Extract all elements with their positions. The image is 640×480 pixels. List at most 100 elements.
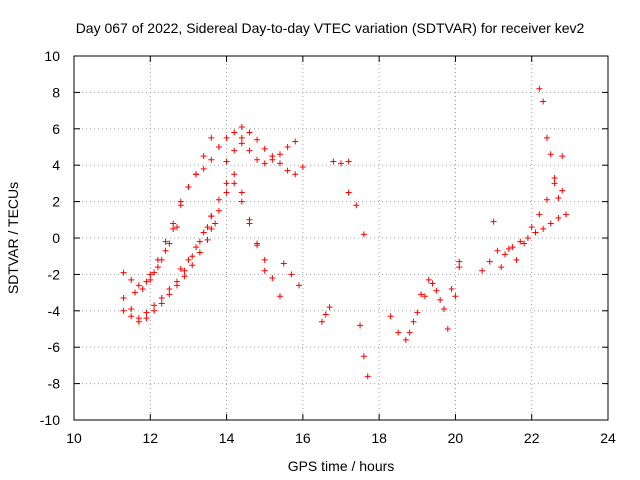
data-point <box>254 136 261 143</box>
data-point <box>215 196 222 203</box>
y-axis-label: SDTVAR / TECUs <box>5 182 21 294</box>
data-point <box>147 271 154 278</box>
data-point <box>543 134 550 141</box>
data-point <box>345 189 352 196</box>
data-point <box>139 285 146 292</box>
data-point <box>128 276 135 283</box>
data-point <box>524 235 531 241</box>
x-tick-label: 22 <box>524 430 540 446</box>
data-point <box>166 240 173 247</box>
data-point <box>528 224 535 231</box>
data-point <box>353 202 360 209</box>
data-point <box>288 271 295 278</box>
data-point <box>509 244 516 251</box>
data-point <box>498 264 505 271</box>
series-arc8 <box>231 138 299 167</box>
series-arc12 <box>330 158 352 167</box>
data-point <box>151 269 158 276</box>
data-point <box>563 211 570 218</box>
data-point <box>345 158 352 165</box>
data-point <box>204 224 211 231</box>
data-point <box>269 275 276 282</box>
data-point <box>212 220 219 227</box>
x-tick-label: 24 <box>600 430 616 446</box>
data-point <box>261 256 268 263</box>
data-point <box>196 249 203 256</box>
data-point <box>181 267 188 274</box>
data-point <box>521 240 528 247</box>
series-arc18 <box>490 180 566 271</box>
y-tick-label: -2 <box>48 266 61 282</box>
data-point <box>223 158 230 165</box>
data-point <box>517 238 524 245</box>
x-tick-label: 10 <box>66 430 82 446</box>
series-arc7 <box>208 180 283 300</box>
x-tick-label: 18 <box>371 430 387 446</box>
data-point <box>120 307 127 314</box>
y-tick-label: 0 <box>52 230 60 246</box>
data-point <box>429 280 436 287</box>
data-point <box>338 160 344 167</box>
data-point <box>223 134 230 141</box>
data-point <box>536 211 543 218</box>
y-tick-label: -8 <box>48 376 61 392</box>
data-point <box>238 198 245 205</box>
data-point <box>276 293 283 300</box>
data-point <box>551 180 558 187</box>
data-point <box>200 153 207 160</box>
data-point <box>128 305 135 312</box>
data-point <box>536 85 543 92</box>
series-arc13 <box>345 189 367 238</box>
data-point <box>551 174 558 181</box>
data-point <box>246 129 253 136</box>
data-point <box>276 160 283 167</box>
data-point <box>296 282 303 289</box>
data-point <box>284 144 291 150</box>
data-point <box>555 214 562 221</box>
data-point <box>555 194 562 201</box>
data-point <box>322 311 329 318</box>
series-arc14 <box>357 322 371 380</box>
data-point <box>143 309 150 316</box>
data-point <box>135 318 142 325</box>
data-point <box>448 285 455 292</box>
data-point <box>261 267 268 274</box>
y-tick-label: 6 <box>52 121 60 137</box>
series-arc16 <box>406 258 463 336</box>
data-point <box>151 302 158 309</box>
grid <box>74 56 608 420</box>
data-point <box>177 198 184 205</box>
data-point <box>444 326 451 332</box>
data-point <box>486 258 493 265</box>
data-points <box>120 85 570 380</box>
data-point <box>147 276 154 283</box>
data-point <box>406 329 413 336</box>
data-point <box>162 247 169 254</box>
data-point <box>231 129 238 136</box>
data-point <box>154 264 161 271</box>
data-point <box>532 229 539 236</box>
data-point <box>162 238 169 245</box>
data-point <box>299 164 306 171</box>
data-point <box>505 245 512 252</box>
data-point <box>440 305 447 312</box>
series-arc10 <box>280 260 303 289</box>
data-point <box>360 353 367 360</box>
data-point <box>132 289 139 296</box>
data-point <box>158 295 165 302</box>
data-point <box>502 251 509 258</box>
data-point <box>269 153 276 160</box>
data-point <box>559 153 566 160</box>
data-point <box>246 147 253 154</box>
data-point <box>494 247 501 254</box>
data-point <box>208 134 215 141</box>
y-tick-label: -6 <box>48 339 61 355</box>
series-arc17 <box>479 211 570 274</box>
data-point <box>395 329 402 336</box>
data-point <box>189 262 196 269</box>
data-point <box>223 180 230 187</box>
data-point <box>238 140 245 147</box>
x-axis-label: GPS time / hours <box>288 458 395 474</box>
data-point <box>387 313 394 320</box>
